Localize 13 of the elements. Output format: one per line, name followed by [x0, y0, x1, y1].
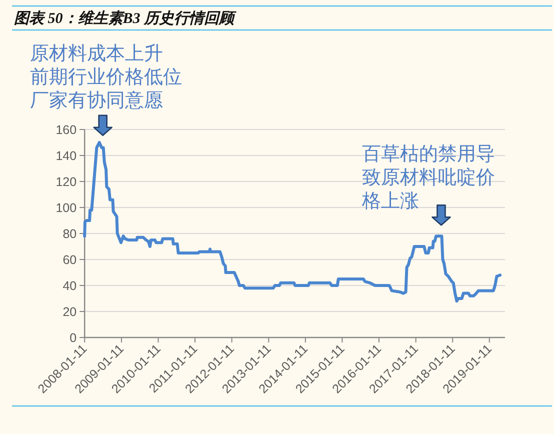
chart-title: 图表 50：维生素B3 历史行情回顾	[14, 9, 238, 27]
y-tick-label: 60	[62, 253, 77, 267]
annotation: 百草枯的禁用导致原材料吡啶价格上涨	[361, 144, 496, 212]
y-tick-label: 120	[56, 175, 77, 189]
y-tick-label: 160	[56, 123, 77, 137]
y-tick-label: 140	[56, 149, 77, 163]
y-tick-label: 0	[70, 331, 77, 345]
annotation: 原材料成本上升前期行业价格低位厂家有协同意愿	[30, 43, 182, 112]
y-tick-label: 80	[62, 227, 77, 241]
y-tick-label: 20	[62, 305, 77, 319]
y-tick-label: 100	[56, 201, 77, 215]
line-series	[83, 141, 502, 303]
y-tick-label: 40	[62, 279, 77, 293]
